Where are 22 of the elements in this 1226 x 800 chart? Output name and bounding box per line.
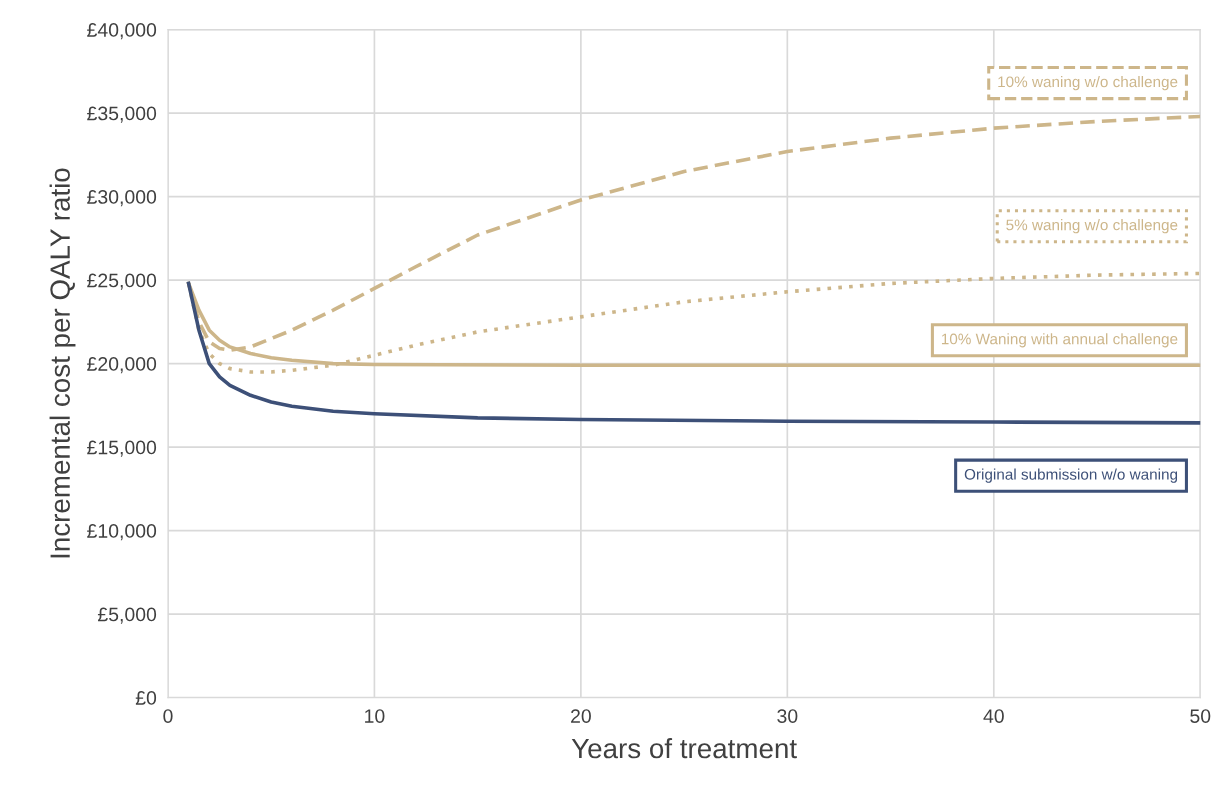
- x-tick-label: 0: [163, 709, 173, 723]
- y-tick-label: £15,000: [87, 440, 157, 457]
- line-series: [186, 281, 1201, 425]
- x-tick-label: 20: [571, 709, 591, 723]
- series-label: 10% waning w/o challenge: [998, 75, 1178, 91]
- x-tick-label: 50: [1190, 709, 1211, 723]
- y-tick-label: £5,000: [97, 607, 157, 624]
- series-label: 10% Waning with annual challenge: [941, 333, 1178, 348]
- y-tick-label: £40,000: [87, 23, 157, 40]
- y-tick-label: £30,000: [87, 190, 157, 207]
- x-tick-label: 40: [983, 709, 1004, 723]
- text: 5% waning w/o challenge: [1006, 219, 1178, 234]
- y-tick-label: £25,000: [87, 273, 157, 290]
- y-tick-label: £10,000: [87, 524, 157, 541]
- y-tick-label: £20,000: [87, 357, 157, 374]
- x-axis-title: Years of treatment: [571, 737, 797, 759]
- text: Original submission w/o waning: [964, 468, 1178, 483]
- y-tick-label: £35,000: [87, 106, 157, 123]
- x-tick-label: 30: [777, 709, 798, 723]
- y-axis-title: Incremental cost per QALY ratio: [49, 168, 76, 558]
- x-tick-label: 10: [365, 709, 385, 723]
- y-tick-label: £0: [135, 691, 157, 705]
